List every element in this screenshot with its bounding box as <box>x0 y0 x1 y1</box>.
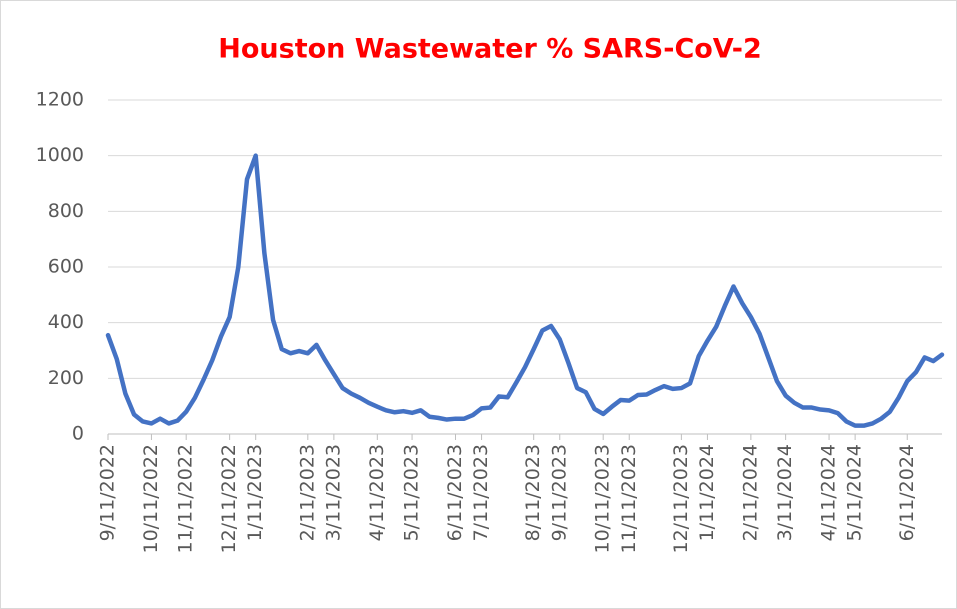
x-tick-label: 12/11/2022 <box>218 444 240 554</box>
x-tick-label: 4/11/2023 <box>366 444 388 541</box>
x-tick-label: 11/11/2022 <box>175 444 197 554</box>
y-tick-label: 600 <box>48 256 84 278</box>
x-tick-label: 9/11/2022 <box>97 444 119 541</box>
y-tick-label: 400 <box>48 311 84 333</box>
x-tick-label: 12/11/2023 <box>670 444 692 554</box>
x-tick-label: 2/11/2023 <box>296 444 318 541</box>
x-tick-label: 11/11/2023 <box>618 444 640 554</box>
chart-title: Houston Wastewater % SARS-CoV-2 <box>218 34 761 65</box>
x-tick-label: 6/11/2024 <box>896 444 918 541</box>
y-tick-label: 0 <box>72 423 84 445</box>
x-tick-label: 2/11/2024 <box>739 444 761 541</box>
data-line <box>105 153 945 428</box>
x-tick-label: 1/11/2023 <box>244 444 266 541</box>
x-tick-label: 3/11/2023 <box>322 444 344 541</box>
y-tick-label: 1200 <box>36 89 84 111</box>
x-tick-label: 1/11/2024 <box>696 444 718 541</box>
x-tick-label: 8/11/2023 <box>522 444 544 541</box>
x-tick-label: 10/11/2023 <box>592 444 614 554</box>
x-tick-label: 5/11/2024 <box>844 444 866 541</box>
x-tick-label: 5/11/2023 <box>401 444 423 541</box>
y-tick-label: 200 <box>48 367 84 389</box>
x-tick-label: 10/11/2022 <box>140 444 162 554</box>
y-tick-label: 1000 <box>36 144 84 166</box>
x-tick-label: 6/11/2023 <box>444 444 466 541</box>
y-tick-label: 800 <box>48 200 84 222</box>
x-tick-label: 9/11/2023 <box>548 444 570 541</box>
x-tick-label: 4/11/2024 <box>818 444 840 541</box>
x-tick-label: 3/11/2024 <box>774 444 796 541</box>
x-tick-label: 7/11/2023 <box>470 444 492 541</box>
